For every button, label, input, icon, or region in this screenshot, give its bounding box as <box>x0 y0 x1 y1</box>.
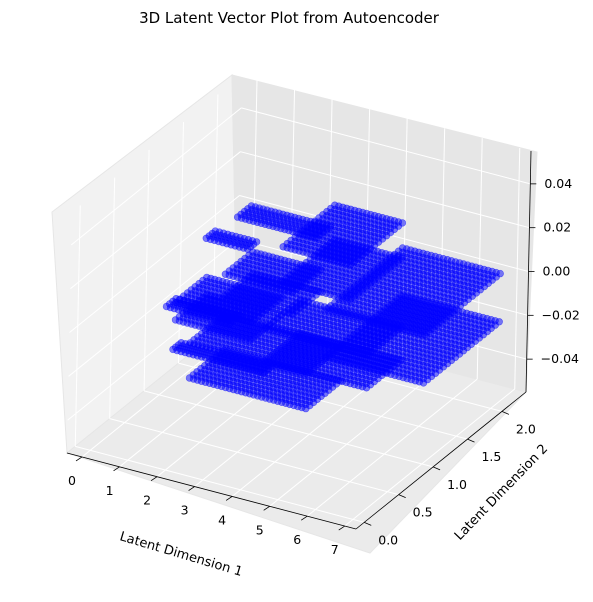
series-cluster-upper-right <box>322 244 504 387</box>
x-tick-label: 1 <box>106 483 114 498</box>
x-tick-label: 2 <box>143 493 151 508</box>
y-gridline-floor <box>109 418 399 496</box>
x-tick-label: 0 <box>68 473 76 488</box>
z-tick-label: −0.02 <box>542 307 580 322</box>
scatter-point <box>316 266 325 274</box>
z-tick-label: −0.04 <box>541 351 579 366</box>
scatter-point <box>397 323 406 331</box>
y-tick-label: 0.5 <box>413 505 433 520</box>
z-gridline-left <box>71 107 242 246</box>
x-tick-label: 5 <box>256 522 264 537</box>
series-rod-short <box>202 227 261 253</box>
z-tick-label: 0.02 <box>543 220 571 235</box>
y-tick-label: 2.0 <box>516 421 536 436</box>
y-gridline-floor <box>143 390 434 468</box>
scatter-point <box>267 362 275 371</box>
y-gridline-floor <box>75 445 365 523</box>
scatter-point <box>398 219 407 227</box>
x-tick-label: 3 <box>181 503 189 518</box>
z-gridline-left <box>70 151 241 290</box>
y-tick-label: 0.0 <box>378 532 398 547</box>
x-gridline-floor <box>269 368 440 507</box>
scatter-point <box>496 269 504 278</box>
scatter-point <box>277 311 286 319</box>
x-tick-label: 4 <box>218 512 226 527</box>
scatter-point <box>495 318 503 326</box>
scatter-point <box>252 238 261 246</box>
scatter-point <box>316 288 324 296</box>
scatter-point <box>336 377 344 385</box>
x-gridline-floor <box>306 378 478 517</box>
x-axis-label: Latent Dimension 1 <box>118 529 244 580</box>
z-tick-label: 0.04 <box>544 176 572 191</box>
x-tick-mark <box>75 456 83 462</box>
x-tick-label: 7 <box>331 542 339 557</box>
scatter-point <box>397 356 405 364</box>
scatter-point <box>337 342 345 350</box>
x-gridline-floor <box>344 388 516 527</box>
z-gridline-back <box>241 107 531 185</box>
z-gridline-left <box>69 195 240 333</box>
chart-title: 3D Latent Vector Plot from Autoencoder <box>139 9 440 27</box>
x-axis-line <box>66 452 357 530</box>
z-tick-label: 0.00 <box>543 264 571 279</box>
scatter-point <box>278 293 286 301</box>
y-axis-label: Latent Dimension 2 <box>452 442 551 544</box>
y-tick-label: 1.5 <box>481 449 501 464</box>
x-tick-label: 6 <box>293 532 301 547</box>
scatter-points <box>162 201 504 413</box>
y-tick-label: 1.0 <box>447 477 467 492</box>
y-axis-line <box>355 391 527 530</box>
scatter-point <box>236 311 244 320</box>
z-gridline-back <box>240 151 530 229</box>
z-gridline-left <box>68 238 239 377</box>
